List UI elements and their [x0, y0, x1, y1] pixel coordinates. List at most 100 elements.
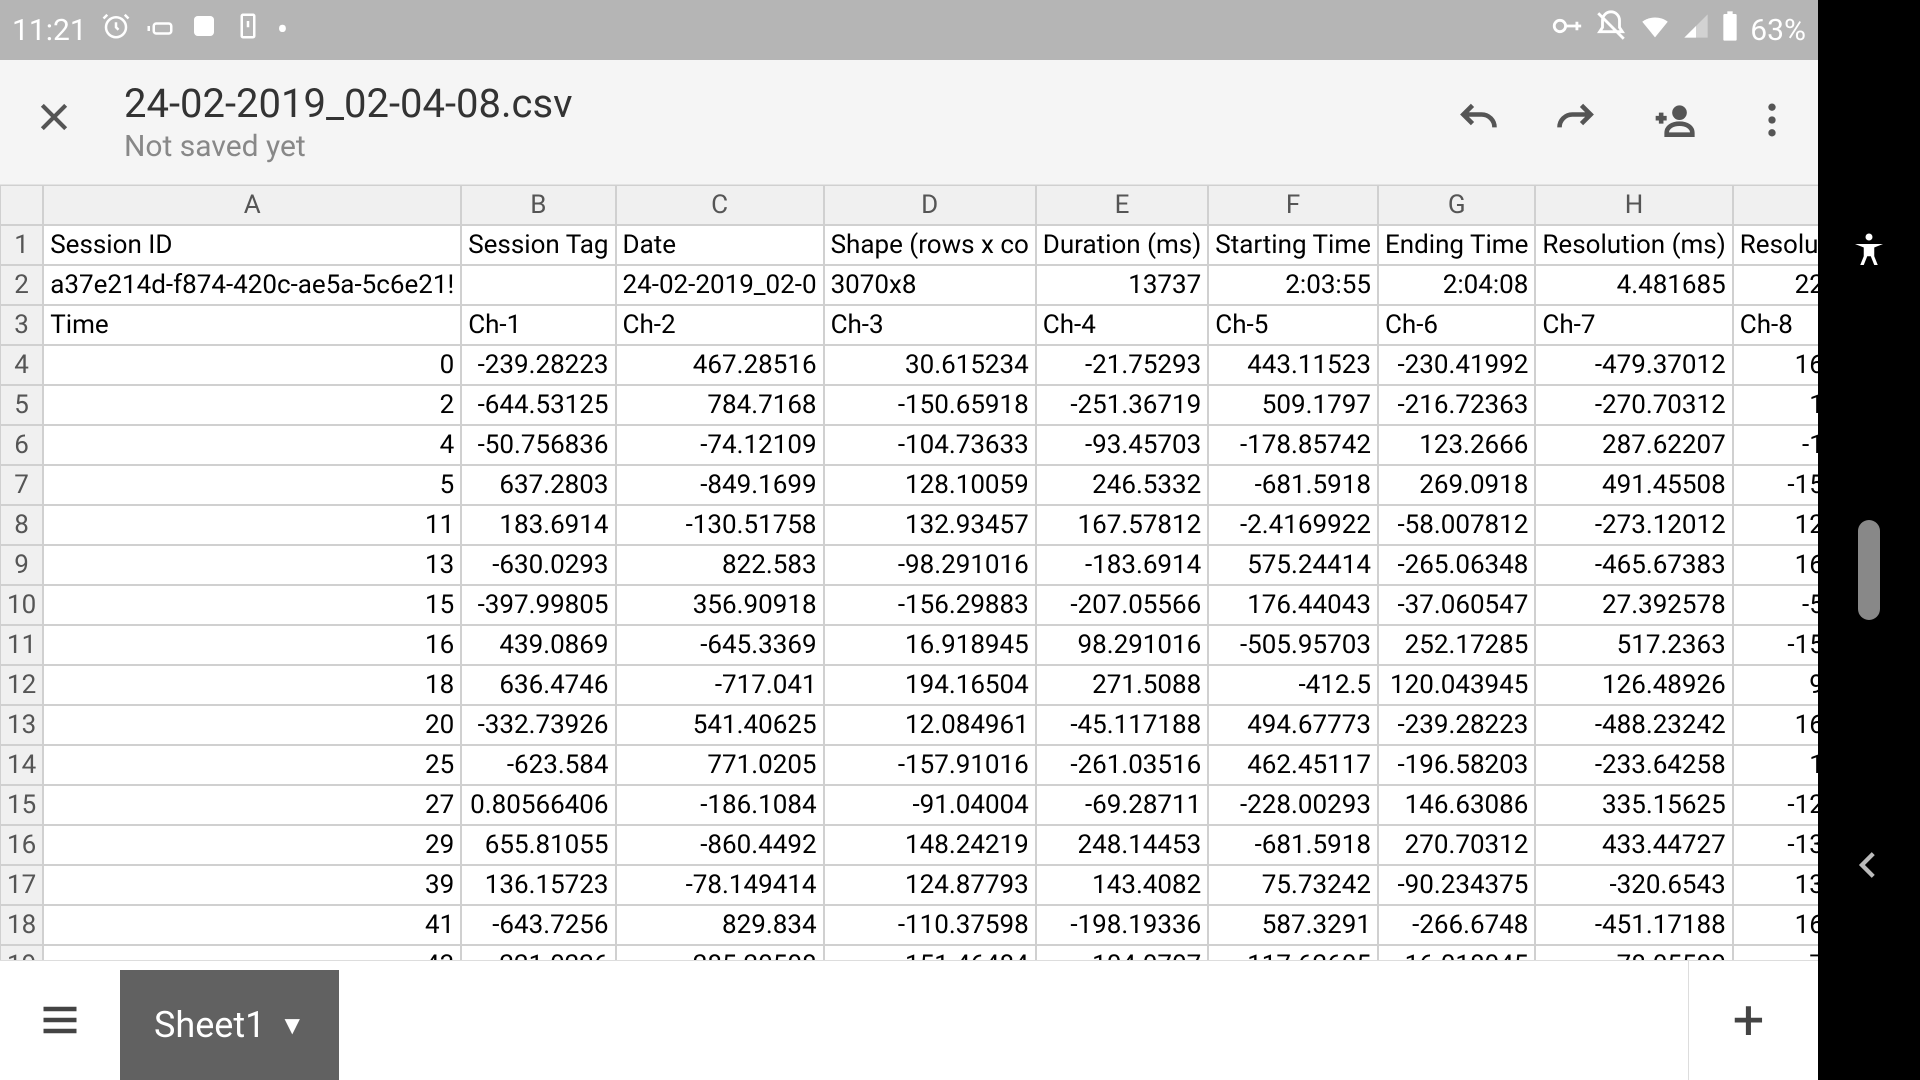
cell[interactable]: -239.28223 [1378, 705, 1535, 745]
cell[interactable]: 443.11523 [1208, 345, 1378, 385]
row-header[interactable]: 15 [0, 785, 43, 825]
cell[interactable]: a37e214d-f874-420c-ae5a-5c6e21! [43, 265, 461, 305]
cell[interactable]: -178.85742 [1208, 425, 1378, 465]
cell[interactable]: Ch-2 [616, 305, 824, 345]
cell[interactable]: 20 [43, 705, 461, 745]
column-header[interactable]: A [43, 185, 461, 225]
cell[interactable]: 1649.1943 [1733, 545, 1818, 585]
cell[interactable]: -265.06348 [1378, 545, 1535, 585]
cell[interactable]: -320.6543 [1535, 865, 1732, 905]
scroll-handle[interactable] [1858, 520, 1880, 620]
cell[interactable]: 822.583 [616, 545, 824, 585]
cell[interactable]: 1649.1943 [1733, 705, 1818, 745]
cell[interactable]: 13737 [1036, 265, 1208, 305]
cell[interactable]: 24-02-2019_02-0 [616, 265, 824, 305]
cell[interactable]: 3070x8 [824, 265, 1036, 305]
cell[interactable]: 5 [43, 465, 461, 505]
cell[interactable]: -645.3369 [616, 625, 824, 665]
cell[interactable]: 11 [43, 505, 461, 545]
cell[interactable]: -451.17188 [1535, 905, 1732, 945]
cell[interactable]: -251.36719 [1036, 385, 1208, 425]
column-header[interactable]: B [461, 185, 615, 225]
column-header[interactable]: H [1535, 185, 1732, 225]
cell[interactable]: -45.117188 [1036, 705, 1208, 745]
cell[interactable]: -150.65918 [824, 385, 1036, 425]
cell[interactable]: -849.1699 [616, 465, 824, 505]
cell[interactable]: 4.481685 [1535, 265, 1732, 305]
cell[interactable]: 25 [43, 745, 461, 785]
back-button[interactable] [1852, 840, 1886, 894]
cell[interactable]: 136.15723 [461, 865, 615, 905]
cell[interactable]: -78.149414 [616, 865, 824, 905]
cell[interactable]: -412.5 [1208, 665, 1378, 705]
cell[interactable]: 12.084961 [824, 705, 1036, 745]
cell[interactable]: 98.291016 [1036, 625, 1208, 665]
cell[interactable]: -157.91016 [824, 745, 1036, 785]
cell[interactable]: -270.70312 [1535, 385, 1732, 425]
cell[interactable]: 269.0918 [1378, 465, 1535, 505]
cell[interactable]: 439.0869 [461, 625, 615, 665]
spreadsheet-area[interactable]: ABCDEFGHI1Session IDSession TagDateShape… [0, 185, 1818, 1080]
cell[interactable]: 0 [43, 345, 461, 385]
cell[interactable]: -397.99805 [461, 585, 615, 625]
cell[interactable]: 126.48926 [1535, 665, 1732, 705]
cell[interactable]: 335.15625 [1535, 785, 1732, 825]
cell[interactable]: 1273.7549 [1733, 505, 1818, 545]
cell[interactable]: 433.44727 [1535, 825, 1732, 865]
cell[interactable]: -681.5918 [1208, 465, 1378, 505]
cell[interactable]: 0.80566406 [461, 785, 615, 825]
cell[interactable]: -465.67383 [1535, 545, 1732, 585]
cell[interactable]: 784.7168 [616, 385, 824, 425]
redo-button[interactable] [1554, 98, 1598, 146]
cell[interactable]: -196.58203 [1378, 745, 1535, 785]
cell[interactable]: Shape (rows x co [824, 225, 1036, 265]
cell[interactable]: Ch-8 [1733, 305, 1818, 345]
cell[interactable]: -156.29883 [824, 585, 1036, 625]
cell[interactable]: -216.72363 [1378, 385, 1535, 425]
cell[interactable]: -505.95703 [1208, 625, 1378, 665]
cell[interactable]: 29 [43, 825, 461, 865]
row-header[interactable]: 10 [0, 585, 43, 625]
column-header[interactable]: I [1733, 185, 1818, 225]
row-header[interactable]: 5 [0, 385, 43, 425]
cell[interactable]: -860.4492 [616, 825, 824, 865]
cell[interactable]: 636.4746 [461, 665, 615, 705]
accessibility-icon[interactable] [1848, 230, 1890, 276]
cell[interactable]: Ch-1 [461, 305, 615, 345]
cell[interactable]: 146.63086 [1378, 785, 1535, 825]
cell[interactable]: 587.3291 [1208, 905, 1378, 945]
cell[interactable]: -233.64258 [1535, 745, 1732, 785]
cell[interactable]: 128.10059 [824, 465, 1036, 505]
cell[interactable]: 2 [43, 385, 461, 425]
cell[interactable]: 16 [43, 625, 461, 665]
cell[interactable]: Ch-4 [1036, 305, 1208, 345]
cell[interactable]: Session Tag [461, 225, 615, 265]
cell[interactable]: -332.73926 [461, 705, 615, 745]
cell[interactable]: 39 [43, 865, 461, 905]
cell[interactable]: -266.6748 [1378, 905, 1535, 945]
cell[interactable]: -104.73633 [824, 425, 1036, 465]
cell[interactable]: -198.19336 [1036, 905, 1208, 945]
cell[interactable]: 148.24219 [824, 825, 1036, 865]
all-sheets-button[interactable] [0, 960, 120, 1080]
cell[interactable]: 27.392578 [1535, 585, 1732, 625]
cell[interactable]: 541.40625 [616, 705, 824, 745]
add-sheet-button[interactable]: + [1688, 960, 1808, 1080]
cell[interactable]: -207.05566 [1036, 585, 1208, 625]
cell[interactable]: 248.14453 [1036, 825, 1208, 865]
row-header[interactable]: 4 [0, 345, 43, 385]
close-button[interactable] [24, 97, 84, 148]
cell[interactable]: 95.06836 [1733, 665, 1818, 705]
cell[interactable]: 771.0205 [616, 745, 824, 785]
cell[interactable]: 2:03:55 [1208, 265, 1378, 305]
cell[interactable]: Duration (ms) [1036, 225, 1208, 265]
cell[interactable]: -623.584 [461, 745, 615, 785]
sheet-tab-active[interactable]: Sheet1 ▼ [120, 970, 339, 1080]
cell[interactable]: 637.2803 [461, 465, 615, 505]
row-header[interactable]: 7 [0, 465, 43, 505]
cell[interactable]: 287.62207 [1535, 425, 1732, 465]
cell[interactable]: 517.2363 [1535, 625, 1732, 665]
cell[interactable]: Ending Time [1378, 225, 1535, 265]
cell[interactable]: -1523.5107 [1733, 465, 1818, 505]
cell[interactable]: -74.12109 [616, 425, 824, 465]
